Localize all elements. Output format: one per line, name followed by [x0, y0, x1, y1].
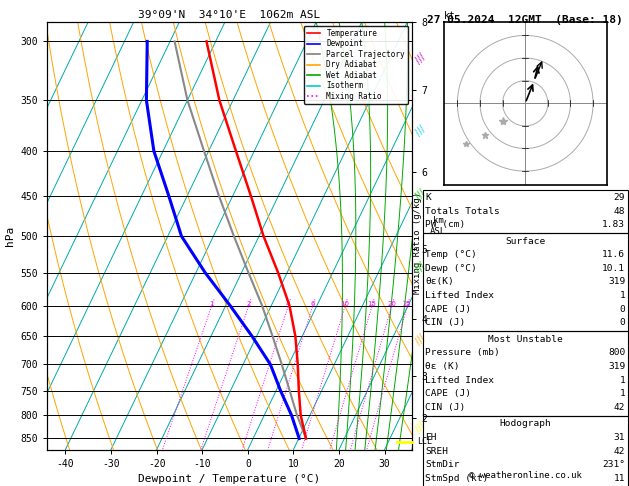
X-axis label: Dewpoint / Temperature (°C): Dewpoint / Temperature (°C) [138, 474, 321, 484]
Text: θε(K): θε(K) [425, 278, 454, 286]
Text: Lifted Index: Lifted Index [425, 376, 494, 384]
Text: 1.83: 1.83 [602, 220, 625, 229]
Text: Dewp (°C): Dewp (°C) [425, 264, 477, 273]
Text: 800: 800 [608, 348, 625, 357]
Text: 48: 48 [614, 207, 625, 215]
Text: 0: 0 [620, 318, 625, 327]
Text: Mixing Ratio (g/kg): Mixing Ratio (g/kg) [413, 192, 421, 294]
Text: 0: 0 [620, 305, 625, 313]
Text: 15: 15 [367, 301, 376, 307]
Text: 31: 31 [614, 433, 625, 442]
Text: StmSpd (kt): StmSpd (kt) [425, 474, 489, 483]
Text: © weatheronline.co.uk: © weatheronline.co.uk [469, 471, 582, 480]
Text: Hodograph: Hodograph [499, 419, 551, 428]
Text: Temp (°C): Temp (°C) [425, 250, 477, 259]
Text: StmDir: StmDir [425, 460, 460, 469]
Text: 11: 11 [614, 474, 625, 483]
Text: Pressure (mb): Pressure (mb) [425, 348, 500, 357]
Text: CAPE (J): CAPE (J) [425, 305, 471, 313]
Text: 231°: 231° [602, 460, 625, 469]
Text: ///: /// [413, 421, 427, 434]
Text: ///: /// [413, 260, 427, 274]
Text: CAPE (J): CAPE (J) [425, 389, 471, 398]
Text: 1: 1 [620, 376, 625, 384]
Text: 29: 29 [614, 193, 625, 202]
Text: 319: 319 [608, 278, 625, 286]
Text: ///: /// [413, 124, 427, 138]
Text: 2: 2 [246, 301, 250, 307]
Text: Surface: Surface [505, 237, 545, 245]
Text: 1: 1 [620, 389, 625, 398]
Text: CIN (J): CIN (J) [425, 318, 465, 327]
Text: SREH: SREH [425, 447, 448, 455]
Text: 11.6: 11.6 [602, 250, 625, 259]
Y-axis label: km
ASL: km ASL [430, 216, 446, 236]
Text: 27.05.2024  12GMT  (Base: 18): 27.05.2024 12GMT (Base: 18) [427, 15, 623, 25]
Text: ///: /// [413, 52, 427, 65]
Text: θε (K): θε (K) [425, 362, 460, 371]
Text: PW (cm): PW (cm) [425, 220, 465, 229]
Text: kt: kt [444, 11, 455, 21]
Text: 1: 1 [209, 301, 213, 307]
Text: ///: /// [413, 188, 427, 201]
Text: Totals Totals: Totals Totals [425, 207, 500, 215]
Legend: Temperature, Dewpoint, Parcel Trajectory, Dry Adiabat, Wet Adiabat, Isotherm, Mi: Temperature, Dewpoint, Parcel Trajectory… [304, 26, 408, 104]
Text: Most Unstable: Most Unstable [488, 335, 562, 344]
Text: ///: /// [413, 333, 427, 347]
Text: 10.1: 10.1 [602, 264, 625, 273]
Text: K: K [425, 193, 431, 202]
Text: 42: 42 [614, 447, 625, 455]
Text: 25: 25 [403, 301, 411, 307]
Text: 20: 20 [387, 301, 396, 307]
Text: LCL: LCL [418, 437, 433, 447]
Text: EH: EH [425, 433, 437, 442]
Text: 10: 10 [340, 301, 349, 307]
Text: 319: 319 [608, 362, 625, 371]
Y-axis label: hPa: hPa [5, 226, 15, 246]
Text: 1: 1 [620, 291, 625, 300]
Text: 42: 42 [614, 403, 625, 412]
Text: CIN (J): CIN (J) [425, 403, 465, 412]
Title: 39°09'N  34°10'E  1062m ASL: 39°09'N 34°10'E 1062m ASL [138, 10, 321, 20]
Text: Lifted Index: Lifted Index [425, 291, 494, 300]
Text: 6: 6 [310, 301, 314, 307]
Text: 4: 4 [286, 301, 290, 307]
